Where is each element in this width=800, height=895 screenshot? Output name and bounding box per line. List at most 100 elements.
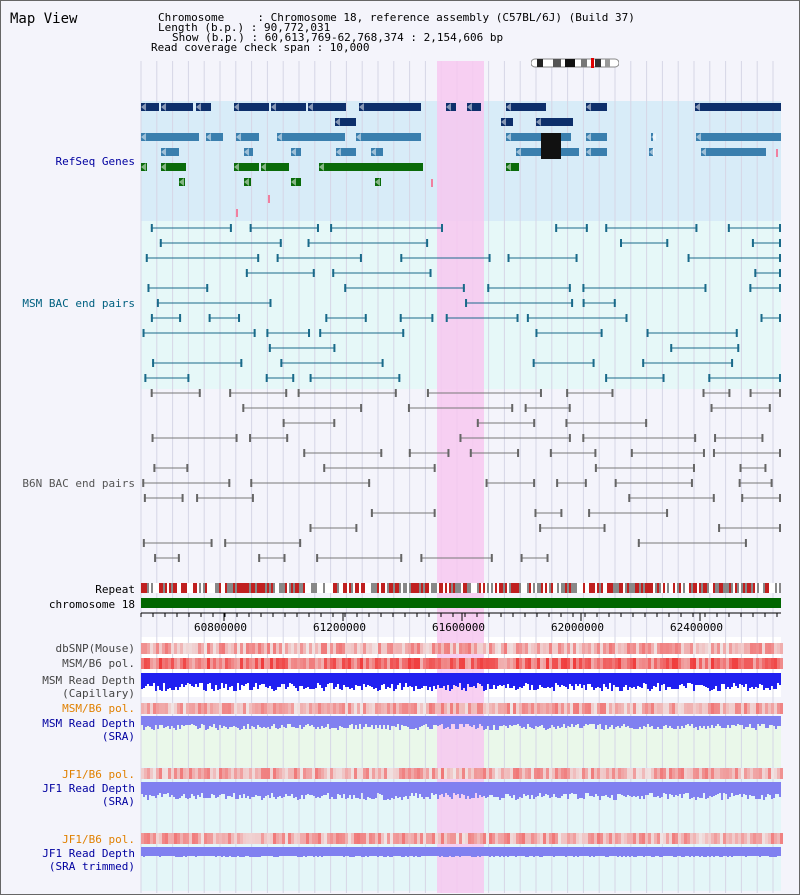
heat-cell xyxy=(504,643,507,654)
depth-bar xyxy=(369,673,371,686)
heat-cell xyxy=(204,768,207,779)
depth-bar xyxy=(287,847,289,856)
heat-cell xyxy=(417,768,420,779)
track-label-jf1-pol-2[interactable]: JF1/B6 pol. xyxy=(62,833,135,846)
repeat-block xyxy=(461,583,463,593)
depth-bar xyxy=(465,716,467,724)
heat-cell xyxy=(678,833,681,844)
depth-bar xyxy=(189,716,191,725)
depth-bar xyxy=(717,716,719,724)
heat-cell xyxy=(543,703,546,714)
heat-cell xyxy=(360,643,363,654)
heat-cell xyxy=(729,643,732,654)
repeat-block xyxy=(739,583,741,593)
depth-bar xyxy=(605,716,607,725)
bac-end xyxy=(584,479,587,487)
track-label-msm-pol-2[interactable]: MSM/B6 pol. xyxy=(62,702,135,715)
depth-bar xyxy=(501,847,503,856)
heat-cell xyxy=(411,643,414,654)
depth-bar xyxy=(671,673,673,689)
depth-bar xyxy=(635,716,637,729)
depth-bar xyxy=(455,673,457,686)
depth-bar xyxy=(289,673,291,683)
heat-cell xyxy=(324,658,327,669)
depth-bar xyxy=(703,782,705,793)
heat-cell xyxy=(399,643,402,654)
track-label-jf1-depth-trim[interactable]: JF1 Read Depth xyxy=(42,847,135,860)
bac-end xyxy=(344,284,347,292)
heat-cell xyxy=(216,768,219,779)
track-label-jf1-depth-sra[interactable]: JF1 Read Depth xyxy=(42,782,135,795)
gene-arrow xyxy=(141,163,146,171)
bac-end xyxy=(380,449,383,457)
heat-cell xyxy=(645,643,648,654)
track-label-msm-pol[interactable]: MSM/B6 pol. xyxy=(62,657,135,670)
depth-bar xyxy=(171,673,173,690)
heat-cell xyxy=(240,658,243,669)
heat-cell xyxy=(234,658,237,669)
depth-bar xyxy=(739,782,741,794)
repeat-block xyxy=(209,583,211,593)
heat-cell xyxy=(441,833,444,844)
depth-bar xyxy=(647,847,649,856)
bac-end xyxy=(407,404,410,412)
repeat-block xyxy=(455,583,457,593)
track-label-msm-depth-sra[interactable]: MSM Read Depth xyxy=(42,717,135,730)
depth-bar xyxy=(669,782,671,794)
gene-arrow xyxy=(696,133,701,141)
depth-bar xyxy=(525,716,527,729)
depth-bar xyxy=(211,847,213,856)
depth-bar xyxy=(247,782,249,796)
repeat-block xyxy=(369,583,371,593)
heat-cell xyxy=(168,658,171,669)
depth-bar xyxy=(257,716,259,725)
heat-cell xyxy=(597,643,600,654)
heat-cell xyxy=(309,658,312,669)
depth-bar xyxy=(405,716,407,726)
depth-bar xyxy=(211,673,213,689)
track-label-repeat[interactable]: Repeat xyxy=(95,583,135,596)
repeat-block xyxy=(277,583,279,593)
depth-bar xyxy=(401,716,403,725)
depth-bar xyxy=(659,847,661,857)
track-label-msm-depth-sra-sub: (SRA) xyxy=(101,730,135,743)
depth-bar xyxy=(275,847,277,857)
track-label-msm-bac[interactable]: MSM BAC end pairs xyxy=(22,297,135,310)
repeat-block xyxy=(613,583,615,593)
heat-cell xyxy=(339,833,342,844)
heat-cell xyxy=(747,658,750,669)
heat-cell xyxy=(753,768,756,779)
chromosome-ideogram[interactable] xyxy=(530,53,620,68)
heat-cell xyxy=(582,833,585,844)
bac-end xyxy=(400,554,403,562)
depth-bar xyxy=(689,716,691,726)
depth-bar xyxy=(491,847,493,856)
heat-cell xyxy=(408,643,411,654)
heat-cell xyxy=(618,658,621,669)
heat-cell xyxy=(618,703,621,714)
depth-bar xyxy=(529,673,531,690)
heat-cell xyxy=(621,833,624,844)
depth-bar xyxy=(237,673,239,683)
track-label-msm-depth-cap[interactable]: MSM Read Depth xyxy=(42,674,135,687)
depth-bar xyxy=(751,716,753,728)
bac-end xyxy=(251,494,254,502)
depth-bar xyxy=(325,673,327,687)
depth-bar xyxy=(503,782,505,798)
depth-bar xyxy=(673,673,675,689)
bac-end xyxy=(718,524,721,532)
bac-end xyxy=(308,329,311,337)
repeat-block xyxy=(187,583,189,593)
heat-cell xyxy=(519,658,522,669)
heat-cell xyxy=(777,833,780,844)
heat-cell xyxy=(648,658,651,669)
track-label-dbsnp[interactable]: dbSNP(Mouse) xyxy=(55,642,135,655)
track-label-jf1-pol[interactable]: JF1/B6 pol. xyxy=(62,768,135,781)
track-label-b6n-bac[interactable]: B6N BAC end pairs xyxy=(22,477,135,490)
heat-cell xyxy=(576,643,579,654)
heat-cell xyxy=(240,703,243,714)
heat-cell xyxy=(183,643,186,654)
heat-cell xyxy=(636,703,639,714)
depth-bar xyxy=(575,847,577,856)
track-label-refseq[interactable]: RefSeq Genes xyxy=(55,155,135,168)
